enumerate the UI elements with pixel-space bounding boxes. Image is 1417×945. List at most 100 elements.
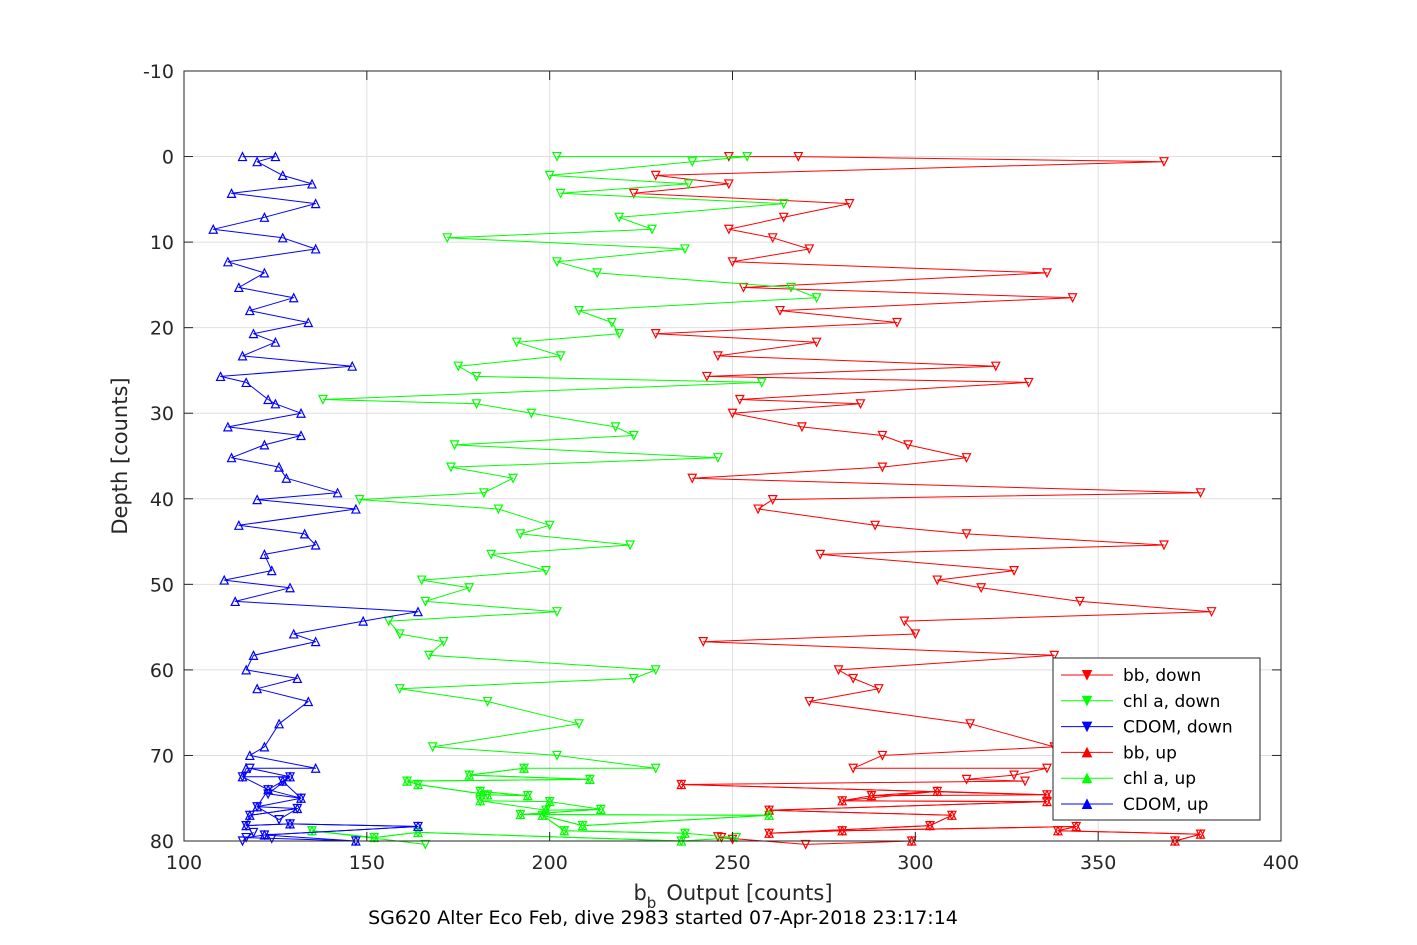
data-point bbox=[932, 786, 943, 796]
data-point bbox=[650, 763, 661, 774]
data-point bbox=[493, 504, 504, 515]
data-point bbox=[727, 408, 738, 419]
data-point bbox=[537, 809, 548, 820]
data-point bbox=[577, 820, 588, 831]
data-point bbox=[877, 430, 888, 441]
data-point bbox=[892, 317, 903, 328]
data-point bbox=[764, 809, 775, 820]
data-point bbox=[778, 212, 789, 223]
data-point bbox=[310, 636, 321, 647]
data-point bbox=[248, 328, 259, 339]
data-point bbox=[274, 718, 285, 729]
data-point bbox=[584, 774, 595, 785]
data-point bbox=[281, 472, 292, 483]
data-point bbox=[332, 487, 343, 498]
data-point bbox=[252, 683, 263, 694]
data-point bbox=[222, 421, 233, 432]
data-point bbox=[475, 795, 486, 806]
data-point bbox=[837, 825, 848, 836]
legend-label: CDOM, up bbox=[1123, 795, 1208, 815]
data-point bbox=[833, 665, 844, 676]
data-point bbox=[277, 775, 288, 786]
data-point bbox=[215, 371, 226, 382]
data-point bbox=[910, 629, 921, 640]
data-point bbox=[679, 244, 690, 255]
chart-caption: SG620 Alter Eco Feb, dive 2983 started 0… bbox=[368, 907, 958, 929]
data-point bbox=[259, 211, 270, 222]
data-point bbox=[961, 774, 972, 785]
data-point bbox=[848, 673, 859, 684]
data-point bbox=[650, 170, 661, 181]
legend-label: bb, down bbox=[1123, 666, 1201, 686]
data-point bbox=[870, 520, 881, 531]
data-point bbox=[478, 488, 489, 499]
data-point bbox=[270, 336, 281, 347]
data-point bbox=[650, 665, 661, 676]
y-axis-label: Depth [counts] bbox=[108, 377, 132, 534]
data-point bbox=[544, 170, 555, 181]
data-point bbox=[767, 495, 778, 505]
data-point bbox=[237, 350, 248, 361]
data-point bbox=[1067, 293, 1078, 304]
data-point bbox=[701, 371, 712, 382]
y-tick-label: 50 bbox=[150, 574, 174, 596]
y-tick-label: 10 bbox=[150, 232, 174, 254]
data-point bbox=[310, 198, 321, 209]
y-tick-label: 70 bbox=[150, 745, 174, 767]
data-point bbox=[475, 786, 486, 796]
data-point bbox=[778, 199, 789, 209]
data-point bbox=[1049, 650, 1060, 661]
data-point bbox=[1206, 607, 1217, 618]
data-point bbox=[541, 566, 551, 576]
data-point bbox=[296, 792, 306, 803]
data-point bbox=[877, 462, 888, 473]
data-point bbox=[233, 519, 244, 530]
data-point bbox=[742, 151, 753, 162]
data-point bbox=[1052, 825, 1063, 836]
data-point bbox=[932, 575, 943, 586]
data-point bbox=[358, 615, 369, 626]
data-point bbox=[427, 742, 438, 753]
data-point bbox=[310, 243, 321, 254]
y-tick-label: -10 bbox=[143, 61, 174, 83]
data-point bbox=[310, 762, 321, 773]
data-point bbox=[277, 232, 288, 243]
data-point bbox=[226, 452, 237, 463]
data-point bbox=[552, 151, 562, 162]
data-point bbox=[296, 430, 306, 441]
data-point bbox=[544, 520, 555, 531]
data-point bbox=[764, 827, 775, 838]
data-point bbox=[595, 804, 606, 814]
legend: bb, down chl a, down CDOM, down bb, up chl a… bbox=[1052, 657, 1261, 821]
data-point bbox=[1042, 796, 1052, 807]
data-point bbox=[1020, 776, 1031, 787]
data-point bbox=[241, 820, 252, 831]
data-point bbox=[413, 606, 423, 617]
data-point bbox=[1009, 770, 1020, 781]
y-tick-label: 0 bbox=[162, 147, 174, 169]
data-point bbox=[614, 212, 625, 223]
data-point bbox=[449, 440, 460, 451]
x-axis-ticks: 100 150 200 250 300 350 400 bbox=[166, 71, 1299, 874]
y-axis-ticks: -10 0 10 20 30 40 50 60 70 80 bbox=[143, 61, 1281, 853]
data-point bbox=[775, 305, 786, 316]
data-point bbox=[727, 257, 738, 268]
data-point bbox=[222, 256, 233, 267]
data-point bbox=[252, 801, 263, 812]
data-point bbox=[354, 495, 365, 505]
data-point bbox=[416, 575, 427, 586]
data-point bbox=[903, 440, 913, 451]
data-point bbox=[307, 178, 317, 189]
data-point bbox=[288, 292, 299, 303]
data-point bbox=[679, 827, 690, 838]
data-point bbox=[226, 188, 237, 198]
data-point bbox=[285, 771, 296, 782]
data-point bbox=[369, 832, 380, 843]
data-point bbox=[855, 399, 866, 410]
data-point bbox=[515, 809, 526, 820]
data-point bbox=[277, 170, 288, 180]
data-point bbox=[965, 719, 976, 730]
data-point bbox=[394, 684, 405, 695]
data-point bbox=[1074, 596, 1085, 607]
data-point bbox=[248, 827, 259, 838]
